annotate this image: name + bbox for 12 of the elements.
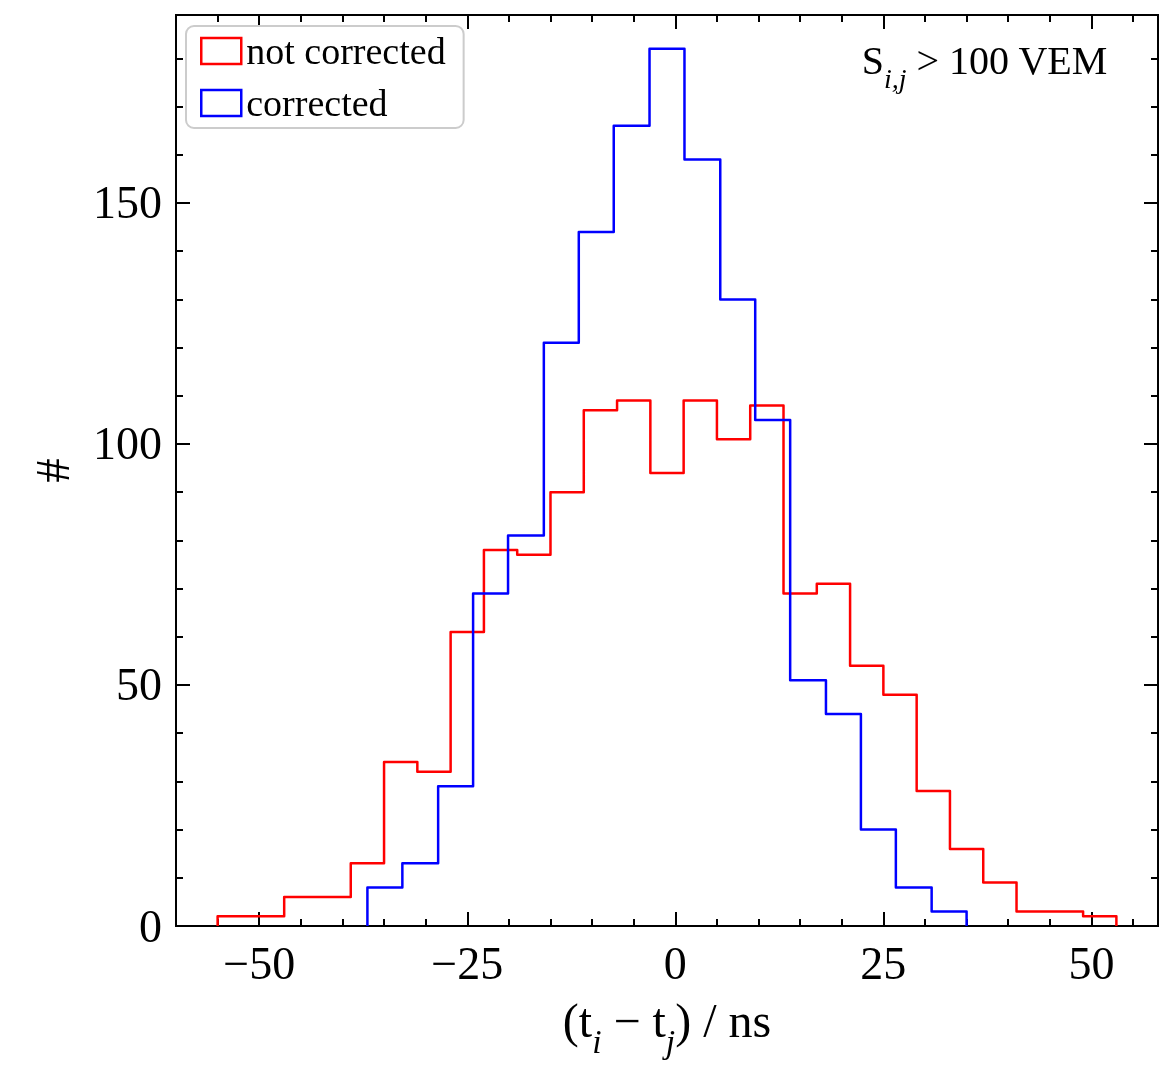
y-tick-label: 0 [139,900,162,952]
legend-label: not corrected [246,30,446,72]
legend-label: corrected [246,82,388,124]
x-tick-label: 50 [1068,937,1115,989]
x-tick-label: 25 [860,937,907,989]
x-tick-label: −25 [431,937,504,989]
y-tick-label: 50 [116,659,162,711]
y-axis-title: # [25,458,79,483]
x-tick-label: −50 [223,937,296,989]
y-tick-label: 150 [93,177,162,229]
y-tick-label: 100 [93,418,162,470]
x-tick-label: 0 [663,937,687,989]
